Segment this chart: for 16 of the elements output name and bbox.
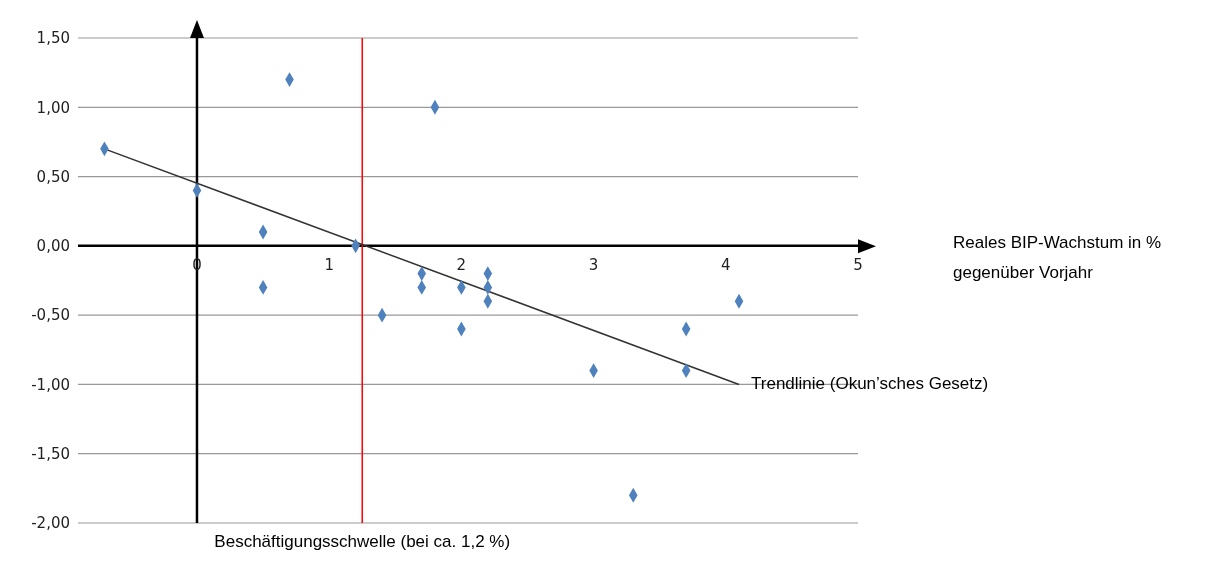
x-tick-label: 5 — [853, 256, 863, 275]
y-tick-label: 0,50 — [36, 167, 70, 186]
y-tick-label: -2,00 — [31, 514, 70, 533]
x-tick-label: 1 — [324, 256, 334, 275]
text: Reales BIP-Wachstum in % gegenüber Vorjahr — [953, 232, 1163, 285]
y-tick-label: -1,50 — [31, 445, 70, 464]
series-label: Trendlinie (Okun’sches Gesetz) — [751, 373, 989, 393]
y-tick-label: 1,00 — [36, 98, 70, 117]
y-tick-label: -1,00 — [31, 375, 70, 394]
x-tick-label: 2 — [456, 256, 467, 275]
ref-line-label: Beschäftigungsschwelle (bei ca. 1,2 %) — [214, 532, 511, 552]
x-tick-label: 3 — [588, 256, 599, 275]
x-tick-label: 4 — [721, 256, 731, 275]
y-tick-label: -0,50 — [31, 306, 70, 325]
y-tick-label: 0,00 — [36, 237, 70, 256]
y-tick-label: 1,50 — [36, 29, 70, 48]
